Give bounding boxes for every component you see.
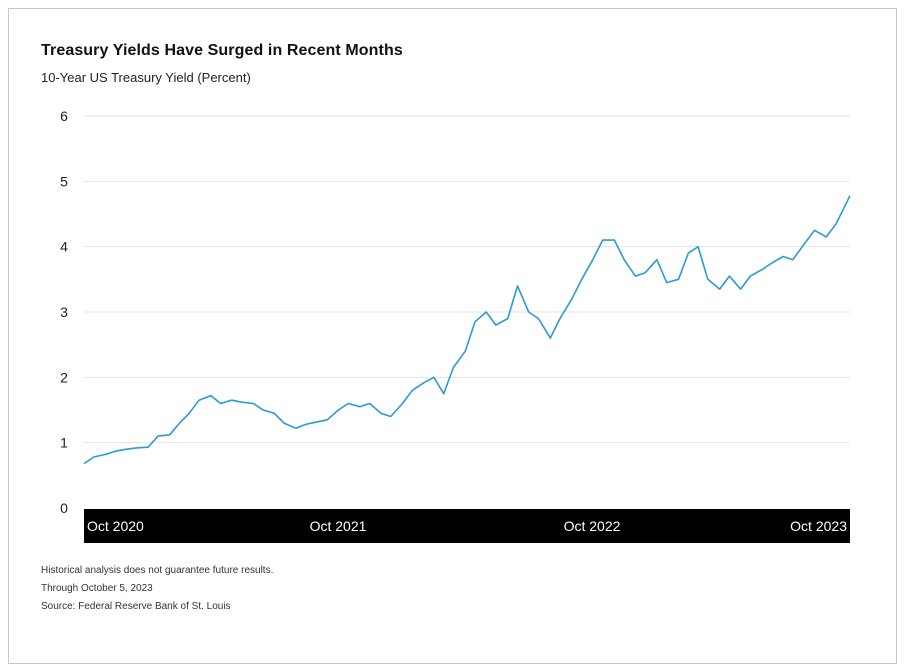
yield-series-line [83, 195, 851, 465]
y-tick-label: 2 [60, 369, 68, 385]
x-tick-label: Oct 2020 [87, 518, 144, 534]
series-group [83, 195, 851, 465]
y-tick-label: 3 [60, 304, 68, 320]
x-tick-label: Oct 2021 [310, 518, 367, 534]
y-tick-label: 5 [60, 173, 68, 189]
y-axis-ticks: 0 1 2 3 4 5 6 [60, 108, 68, 516]
x-axis-band [84, 509, 850, 543]
chart-title: Treasury Yields Have Surged in Recent Mo… [41, 42, 403, 59]
source-note: Source: Federal Reserve Bank of St. Loui… [41, 601, 231, 612]
chart-card [8, 8, 897, 664]
x-tick-label: Oct 2023 [790, 518, 847, 534]
x-axis-ticks: Oct 2020 Oct 2021 Oct 2022 Oct 2023 [87, 518, 847, 534]
y-tick-label: 4 [60, 239, 68, 255]
y-tick-label: 0 [60, 500, 68, 516]
x-tick-label: Oct 2022 [564, 518, 621, 534]
y-tick-label: 6 [60, 108, 68, 124]
chart-subtitle: 10-Year US Treasury Yield (Percent) [41, 70, 251, 85]
disclaimer-note: Historical analysis does not guarantee f… [41, 565, 274, 576]
gridlines [84, 115, 850, 444]
date-note: Through October 5, 2023 [41, 583, 153, 594]
y-tick-label: 1 [60, 435, 68, 451]
